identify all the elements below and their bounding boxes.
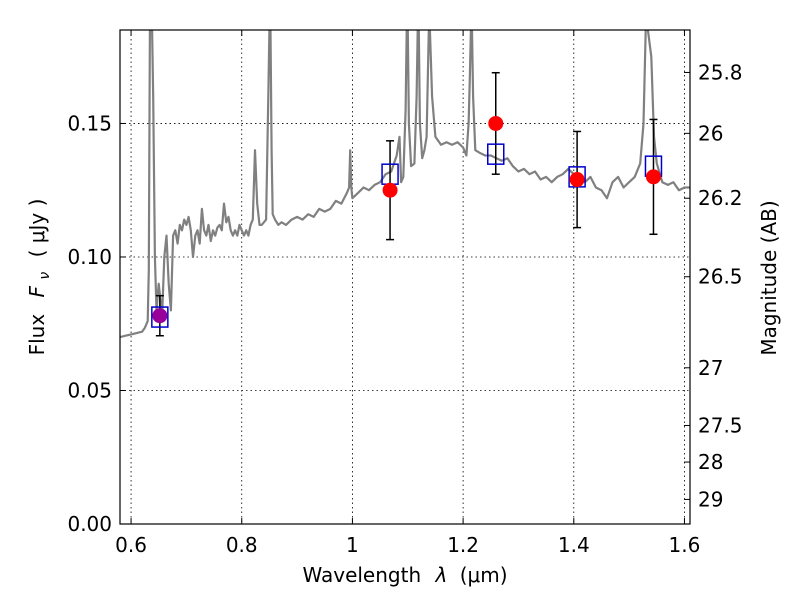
x-tick-label-3: 1.2 <box>447 533 479 557</box>
y2-tick-label-2: 26.2 <box>698 186 743 210</box>
marker-layer <box>151 71 663 337</box>
y2-tick-label-3: 26.5 <box>698 265 743 289</box>
y-axis-symbol: F <box>25 285 49 297</box>
sed-line <box>120 30 690 339</box>
x-axis-label: Wavelength <box>302 563 421 587</box>
model-square-2 <box>487 143 505 165</box>
axis-layer: 0.6 0.8 1 1.2 1.4 1.6 0.00 0.05 0.10 0.15 25.8 26 26… <box>67 30 743 557</box>
observed-point-2 <box>488 115 504 131</box>
model-square-0 <box>151 306 169 328</box>
y-tick-label-3: 0.15 <box>67 111 112 135</box>
y2-tick-label-5: 27.5 <box>698 413 743 437</box>
observed-point-1 <box>382 182 398 198</box>
y2-tick-label-7: 29 <box>698 487 723 511</box>
x-tick-label-4: 1.4 <box>558 533 590 557</box>
series-layer <box>120 30 690 339</box>
observed-point-4 <box>645 169 661 185</box>
y-tick-label-0: 0.00 <box>67 512 112 536</box>
x-tick-label-1: 0.8 <box>226 533 258 557</box>
y2-tick-label-0: 25.8 <box>698 60 743 84</box>
y2-tick-label-4: 27 <box>698 356 723 380</box>
y2-tick-label-6: 28 <box>698 450 723 474</box>
y-tick-label-2: 0.10 <box>67 245 112 269</box>
observed-point-3 <box>569 172 585 188</box>
x-axis-unit: (μm) <box>460 563 508 587</box>
x-axis-title: Wavelength λ (μm) <box>302 563 507 587</box>
x-tick-label-0: 0.6 <box>115 533 147 557</box>
y2-axis-title: Magnitude (AB) <box>757 200 781 355</box>
y-tick-label-1: 0.05 <box>67 378 112 402</box>
y2-tick-label-1: 26 <box>698 121 723 145</box>
x-axis-symbol: λ <box>435 563 448 587</box>
y-axis-unit: ( μJy ) <box>25 199 49 258</box>
y-axis-subscript: ν <box>37 272 53 280</box>
x-tick-label-5: 1.6 <box>669 533 701 557</box>
x-tick-label-2: 1 <box>346 533 359 557</box>
observed-point-0 <box>152 308 168 324</box>
y-axis-title: Flux F ν ( μJy ) <box>25 199 54 356</box>
y-axis-label: Flux <box>25 314 49 356</box>
